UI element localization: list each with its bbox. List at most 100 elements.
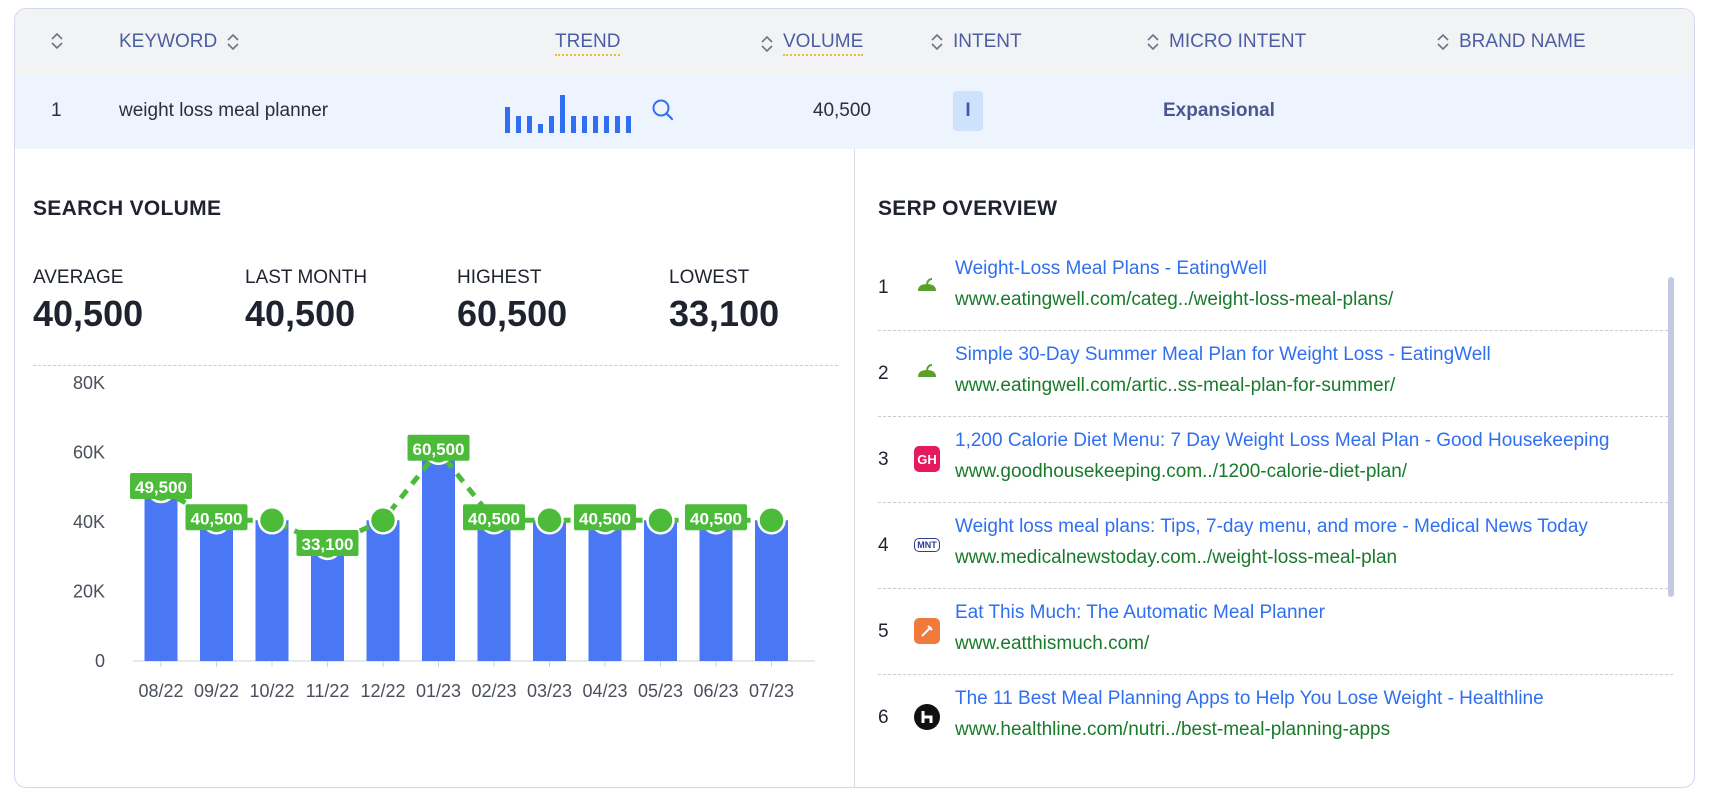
- sort-icon: [49, 31, 65, 51]
- x-tick-label: 08/22: [138, 681, 183, 701]
- serp-result: 4 MNT Weight loss meal plans: Tips, 7-day …: [878, 503, 1673, 589]
- data-point-marker: [646, 506, 675, 535]
- serp-result-title-link[interactable]: Eat This Much: The Automatic Meal Planne…: [955, 602, 1325, 623]
- sort-icon: [1435, 32, 1451, 52]
- data-point-marker: [757, 506, 786, 535]
- intent-header-label: INTENT: [953, 31, 1022, 52]
- trend-bar: [560, 95, 565, 133]
- stat-label: LAST MONTH: [245, 267, 368, 288]
- stat-value: 60,500: [457, 293, 568, 334]
- trend-header-label: TREND: [555, 31, 621, 56]
- goodhousekeeping-icon: GH: [914, 446, 940, 472]
- trend-bar: [549, 116, 554, 133]
- micro-intent-cell: Expansional: [1163, 100, 1275, 121]
- data-label-box: [685, 504, 747, 531]
- serp-result: 5 Eat This Much: The Automatic Meal Plann…: [878, 589, 1673, 675]
- trend-bar: [626, 116, 631, 133]
- serp-rank: 2: [878, 363, 889, 384]
- x-tick-label: 12/22: [360, 681, 405, 701]
- x-tick-label: 06/23: [693, 681, 738, 701]
- serp-rank: 4: [878, 535, 889, 556]
- volume-header-label: VOLUME: [783, 31, 864, 56]
- search-icon[interactable]: [650, 97, 676, 123]
- sort-icon: [759, 34, 775, 54]
- keyword-column-header[interactable]: KEYWORD: [119, 31, 241, 53]
- scrollbar[interactable]: [1668, 277, 1674, 597]
- x-tick-label: 05/23: [638, 681, 683, 701]
- y-tick-label: 40K: [73, 512, 105, 532]
- row-index: 1: [51, 100, 62, 121]
- data-point-marker: [535, 506, 564, 535]
- y-tick-label: 0: [95, 651, 105, 671]
- serp-overview-panel: SERP OVERVIEW 1 Weight-Loss Meal Plans - …: [856, 149, 1694, 787]
- serp-rank: 3: [878, 449, 889, 470]
- chart-bar: [588, 520, 622, 661]
- serp-result-url[interactable]: www.medicalnewstoday.com../weight-loss-m…: [955, 547, 1398, 568]
- eatingwell-icon: [914, 274, 940, 300]
- serp-result-url[interactable]: www.eatingwell.com/artic..ss-meal-plan-f…: [955, 375, 1396, 396]
- serp-result-url[interactable]: www.healthline.com/nutri../best-meal-pla…: [955, 719, 1391, 740]
- medicalnewstoday-icon: MNT: [914, 538, 940, 552]
- data-label: 60,500: [413, 440, 465, 459]
- chart-bar: [477, 520, 511, 661]
- brand-name-header-label: BRAND NAME: [1459, 31, 1586, 52]
- data-point-marker: [257, 506, 287, 535]
- data-label: 40,500: [579, 509, 631, 528]
- chart-bar: [755, 520, 788, 661]
- micro-intent-header-label: MICRO INTENT: [1169, 31, 1307, 52]
- data-label: 33,100: [302, 535, 354, 554]
- stat-value: 33,100: [669, 293, 780, 334]
- trend-bar: [604, 116, 609, 133]
- data-label: 49,500: [135, 478, 187, 497]
- serp-result-title-link[interactable]: 1,200 Calorie Diet Menu: 7 Day Weight Lo…: [955, 430, 1610, 451]
- serp-result-title-link[interactable]: Simple 30-Day Summer Meal Plan for Weigh…: [955, 344, 1491, 365]
- serp-overview-title: SERP OVERVIEW: [878, 197, 1058, 220]
- stat-average: AVERAGE 40,500: [33, 267, 143, 335]
- trend-bar: [516, 116, 521, 133]
- row-sort-button[interactable]: [49, 31, 65, 51]
- volume-column-header[interactable]: VOLUME: [759, 31, 864, 56]
- x-tick-label: 09/22: [194, 681, 239, 701]
- data-label-box: [407, 434, 470, 461]
- x-tick-label: 11/22: [306, 681, 350, 701]
- trend-line: [159, 446, 772, 549]
- y-tick-label: 20K: [73, 582, 105, 602]
- x-tick-label: 01/23: [416, 681, 461, 701]
- stat-label: LOWEST: [669, 267, 750, 288]
- serp-list: 1 Weight-Loss Meal Plans - EatingWell www.…: [878, 245, 1673, 761]
- table-row[interactable]: 1 weight loss meal planner 40,500 I Expa…: [15, 75, 1694, 149]
- brand-name-column-header[interactable]: BRAND NAME: [1435, 31, 1586, 53]
- data-label: 40,500: [191, 509, 243, 528]
- micro-intent-column-header[interactable]: MICRO INTENT: [1145, 31, 1306, 53]
- healthline-icon: [914, 704, 940, 730]
- x-tick-label: 03/23: [527, 681, 572, 701]
- serp-result: 1 Weight-Loss Meal Plans - EatingWell www.…: [878, 245, 1673, 331]
- trend-bar: [505, 107, 510, 133]
- stat-lowest: LOWEST 33,100: [669, 267, 779, 335]
- data-label-box: [130, 472, 192, 499]
- serp-result-url[interactable]: www.goodhousekeeping.com../1200-calorie-…: [955, 461, 1408, 482]
- intent-column-header[interactable]: INTENT: [929, 31, 1022, 53]
- serp-result-url[interactable]: www.eatthismuch.com/: [955, 633, 1150, 654]
- serp-result-title-link[interactable]: Weight-Loss Meal Plans - EatingWell: [955, 258, 1267, 279]
- stat-value: 40,500: [33, 293, 144, 334]
- serp-result-title-link[interactable]: The 11 Best Meal Planning Apps to Help Y…: [955, 688, 1544, 709]
- data-label: 40,500: [690, 509, 742, 528]
- chart-bar: [644, 520, 677, 661]
- data-label: 40,500: [468, 509, 520, 528]
- chart-bar: [311, 545, 344, 661]
- serp-result-url[interactable]: www.eatingwell.com/categ../weight-loss-m…: [955, 289, 1394, 310]
- serp-result: 6 The 11 Best Meal Planning Apps to Help …: [878, 675, 1673, 761]
- stat-last-month: LAST MONTH 40,500: [245, 267, 367, 335]
- chart-bar: [533, 520, 566, 661]
- serp-result: 2 Simple 30-Day Summer Meal Plan for Weig…: [878, 331, 1673, 417]
- y-tick-label: 80K: [73, 374, 105, 393]
- trend-bar: [615, 116, 620, 133]
- y-tick-label: 60K: [73, 443, 105, 463]
- search-volume-title: SEARCH VOLUME: [33, 197, 222, 220]
- chart-bar: [699, 520, 733, 661]
- stat-label: AVERAGE: [33, 267, 124, 288]
- trend-bar: [582, 116, 587, 133]
- serp-result-title-link[interactable]: Weight loss meal plans: Tips, 7-day menu…: [955, 516, 1588, 537]
- trend-column-header[interactable]: TREND: [555, 31, 621, 56]
